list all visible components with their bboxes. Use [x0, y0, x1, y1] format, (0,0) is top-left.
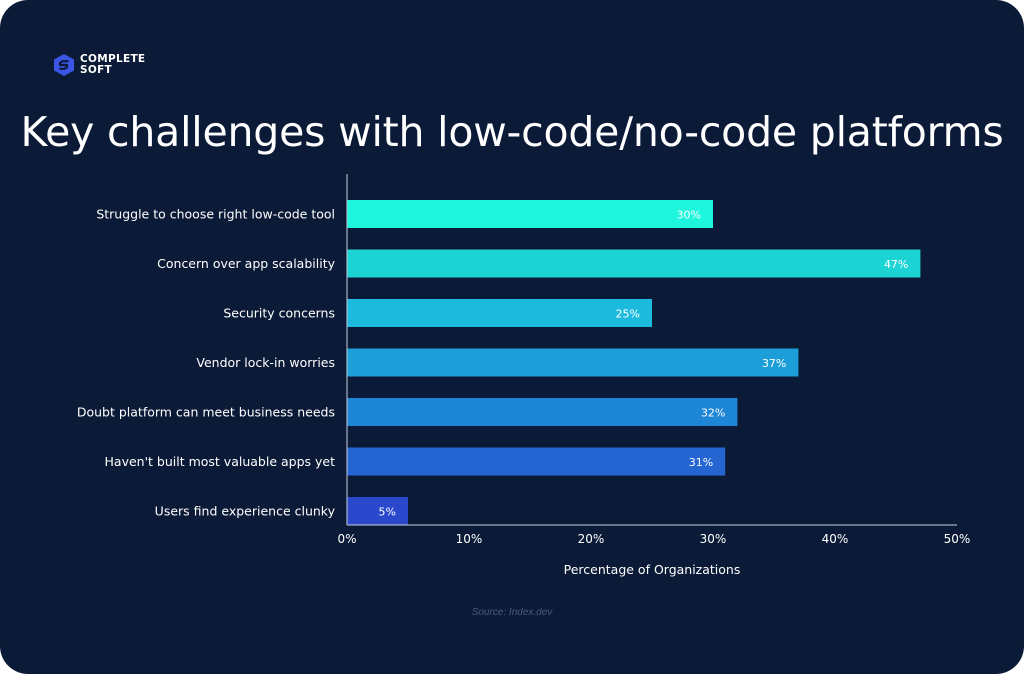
bar [347, 249, 921, 278]
category-label: Doubt platform can meet business needs [77, 405, 335, 420]
bar [347, 299, 652, 327]
x-tick-label: 50% [944, 532, 971, 546]
brand-name: COMPLETE SOFT [80, 54, 145, 76]
data-label: 37% [762, 357, 786, 370]
source-note: Source: Index.dev [471, 607, 553, 618]
completesoft-logo-icon [54, 54, 74, 76]
x-axis-title: Percentage of Organizations [564, 562, 741, 577]
brand-logo: COMPLETE SOFT [52, 53, 145, 77]
bar [347, 398, 738, 426]
data-label: 30% [677, 209, 701, 222]
data-label: 47% [884, 258, 908, 271]
data-label: 31% [689, 456, 713, 469]
brand-name-line2: SOFT [80, 64, 113, 76]
x-tick-label: 20% [578, 532, 605, 546]
category-label: Users find experience clunky [155, 504, 336, 519]
bar [347, 447, 726, 476]
category-label: Haven't built most valuable apps yet [105, 454, 336, 469]
x-tick-label: 30% [700, 532, 727, 546]
bar [347, 200, 713, 228]
brand-name-line1: COMPLETE [80, 53, 146, 65]
bar [347, 348, 799, 377]
category-label: Concern over app scalability [157, 256, 335, 271]
category-label: Security concerns [223, 306, 335, 321]
category-label: Struggle to choose right low-code tool [96, 207, 335, 222]
category-label: Vendor lock-in worries [196, 355, 335, 370]
data-label: 32% [701, 407, 725, 420]
bar [347, 497, 408, 525]
x-tick-label: 40% [822, 532, 849, 546]
x-tick-label: 10% [456, 532, 483, 546]
page-title: Key challenges with low-code/no-code pla… [20, 108, 1004, 156]
data-label: 5% [379, 506, 396, 519]
x-tick-label: 0% [337, 532, 356, 546]
data-label: 25% [616, 308, 640, 321]
